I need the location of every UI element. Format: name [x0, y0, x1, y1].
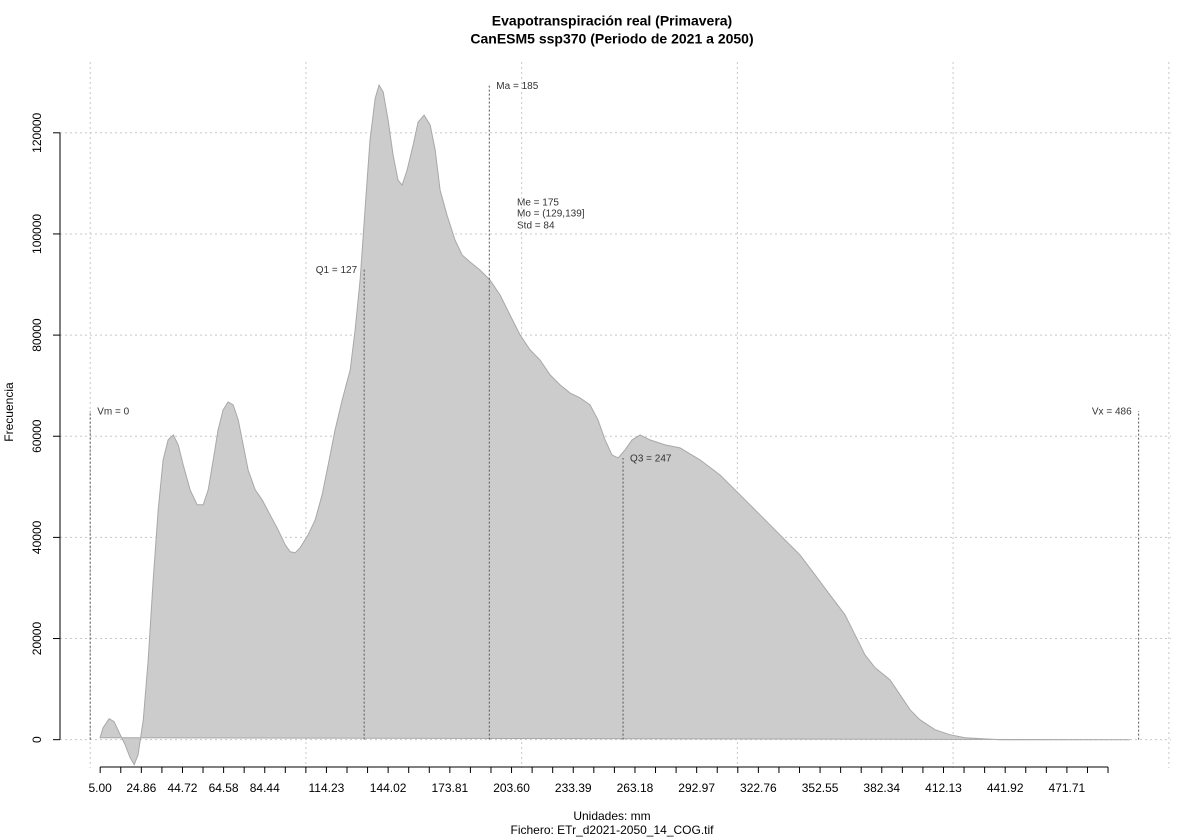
x-tick-label: 44.72 — [167, 781, 197, 795]
x-tick-label: 382.34 — [863, 781, 900, 795]
x-tick-label: 263.18 — [617, 781, 654, 795]
y-tick-label: 40000 — [30, 520, 44, 554]
x-tick-label: 173.81 — [431, 781, 468, 795]
chart-title: Evapotranspiración real (Primavera) — [492, 13, 732, 29]
x-axis-label: Unidades: mm — [573, 809, 650, 823]
stats-text: Std = 84 — [517, 221, 555, 232]
stats-text: Me = 175 — [517, 198, 559, 209]
x-tick-label: 144.02 — [370, 781, 407, 795]
x-tick-label: 64.58 — [209, 781, 239, 795]
stats-text: Mo = (129,139] — [517, 209, 585, 220]
file-note: Fichero: ETr_d2021-2050_14_COG.tif — [511, 823, 715, 837]
density-area — [99, 83, 1130, 766]
x-tick-label: 471.71 — [1049, 781, 1086, 795]
marker-label: Vx = 486 — [1092, 407, 1132, 418]
x-tick-label: 292.97 — [678, 781, 715, 795]
y-tick-label: 80000 — [30, 318, 44, 352]
x-tick-label: 5.00 — [89, 781, 113, 795]
marker-label: Q3 = 247 — [630, 454, 672, 465]
marker-label: Ma = 185 — [496, 81, 538, 92]
x-tick-label: 84.44 — [250, 781, 280, 795]
y-tick-label: 120000 — [30, 112, 44, 152]
chart-subtitle: CanESM5 ssp370 (Periodo de 2021 a 2050) — [470, 31, 753, 47]
y-tick-label: 100000 — [30, 214, 44, 254]
x-tick-label: 322.76 — [740, 781, 777, 795]
x-tick-label: 203.60 — [493, 781, 530, 795]
y-tick-label: 20000 — [30, 622, 44, 656]
x-tick-label: 352.55 — [802, 781, 839, 795]
marker-label: Vm = 0 — [97, 407, 129, 418]
marker-label: Q1 = 127 — [316, 265, 358, 276]
y-tick-label: 0 — [30, 736, 44, 743]
x-tick-label: 412.13 — [925, 781, 962, 795]
y-axis-label: Frecuencia — [2, 382, 16, 442]
x-tick-label: 24.86 — [126, 781, 156, 795]
x-tick-label: 233.39 — [555, 781, 592, 795]
x-tick-label: 114.23 — [309, 781, 345, 795]
x-tick-label: 441.92 — [987, 781, 1024, 795]
y-tick-label: 60000 — [30, 419, 44, 453]
